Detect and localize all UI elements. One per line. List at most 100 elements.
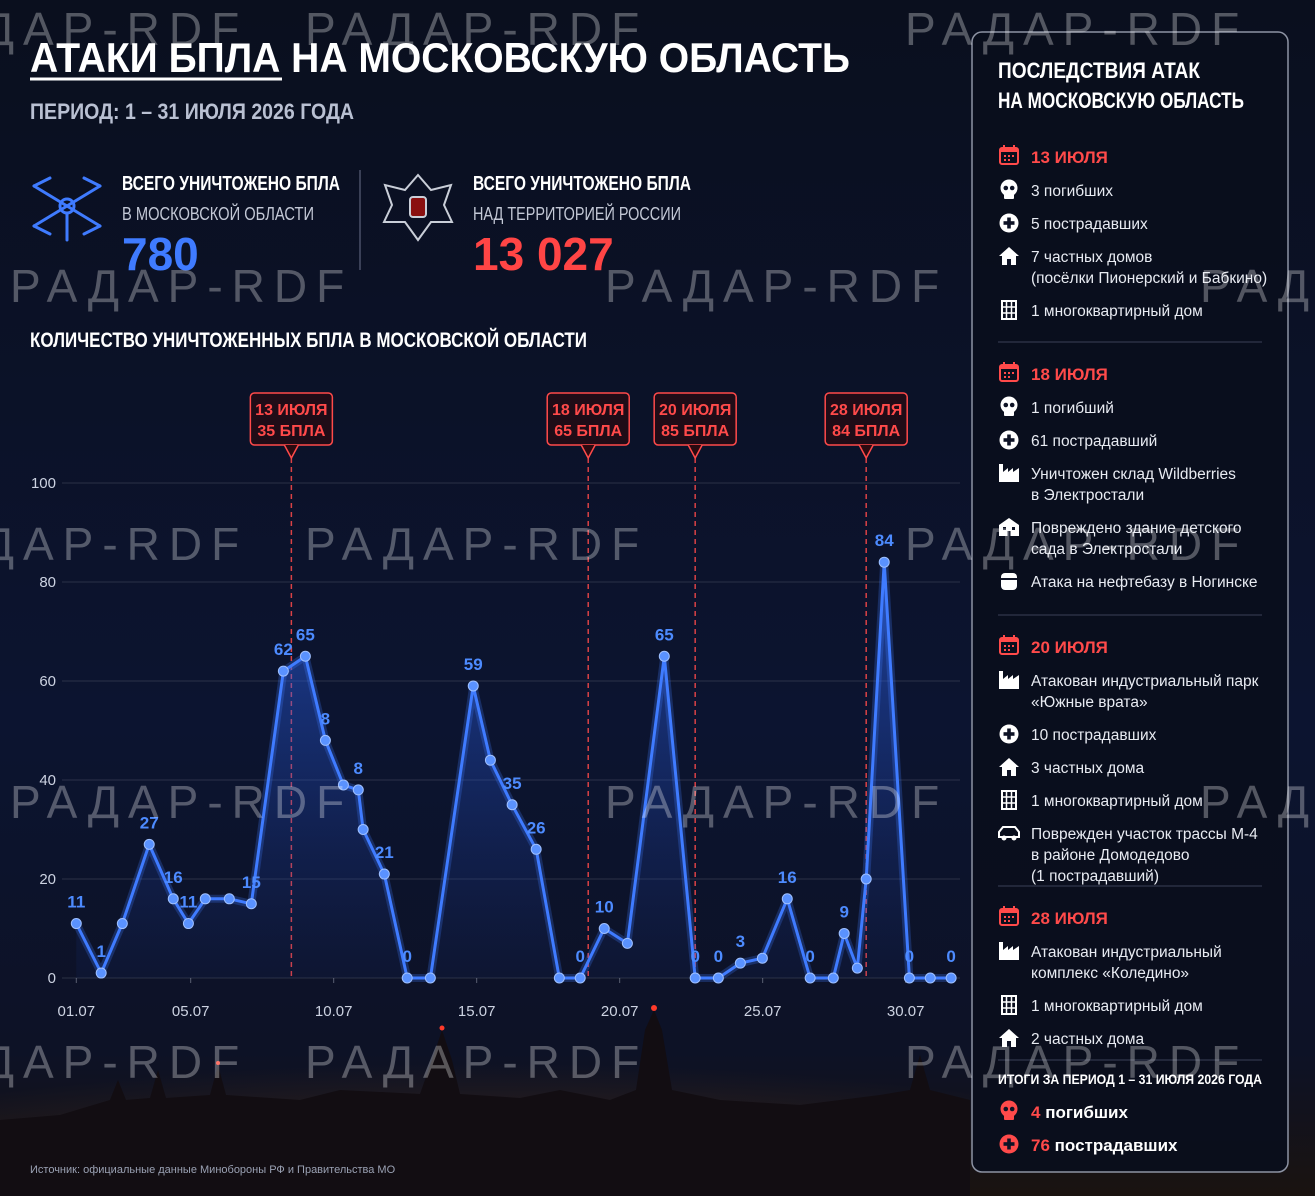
icon-calendar — [999, 145, 1019, 165]
stat-label: НАД ТЕРРИТОРИЕЙ РОССИИ — [473, 203, 681, 224]
x-tick-label: 10.07 — [315, 1003, 353, 1020]
item-text: в районе Домодедово — [1031, 847, 1189, 864]
value-label: 0 — [575, 947, 584, 966]
icon-part — [999, 464, 1019, 482]
icon-plus — [999, 1134, 1019, 1154]
icon-part — [1007, 1138, 1011, 1150]
icon-factory — [999, 942, 1019, 960]
icon-part — [1003, 527, 1006, 530]
y-tick-label: 20 — [39, 871, 56, 888]
annotation-pointer — [580, 444, 596, 460]
data-point — [506, 799, 518, 811]
data-point — [781, 893, 793, 905]
value-label: 62 — [274, 640, 293, 659]
stat-value: 13 027 — [473, 228, 614, 280]
icon-part — [1001, 573, 1017, 590]
data-point — [143, 838, 155, 850]
item-text: 61 пострадавший — [1031, 433, 1157, 450]
watermark: РАДАР-RDF — [305, 3, 648, 55]
icon-part — [1000, 1100, 1018, 1118]
section-date: 13 ИЮЛЯ — [1031, 148, 1108, 167]
annotation-text: 35 БПЛА — [257, 423, 325, 440]
icon-part — [999, 247, 1019, 265]
icon-part — [1007, 217, 1011, 229]
value-label: 65 — [655, 625, 674, 644]
item-text: Поврежден участок трассы М-4 — [1031, 826, 1258, 843]
item-text: Атакован индустриальный парк — [1031, 673, 1259, 690]
watermark: РАДАР-RDF — [10, 776, 353, 828]
item-text: в Электростали — [1031, 487, 1144, 504]
icon-part — [1004, 193, 1014, 199]
data-point — [530, 843, 542, 855]
annotation-text: 28 ИЮЛЯ — [830, 402, 902, 419]
annotation-text: 84 БПЛА — [832, 423, 900, 440]
item-text: 5 пострадавших — [1031, 216, 1148, 233]
data-point — [70, 918, 82, 930]
data-point — [401, 972, 413, 984]
watermark: РАДАР-RDF — [1200, 260, 1315, 312]
icon-part — [1009, 402, 1015, 408]
icon-skull — [1000, 1100, 1018, 1120]
icon-part — [1003, 906, 1015, 910]
icon-part — [1003, 362, 1015, 366]
icon-part — [1001, 995, 1017, 1015]
stat-label: В МОСКОВСКОЙ ОБЛАСТИ — [122, 203, 314, 224]
data-point — [851, 962, 863, 974]
data-point — [182, 918, 194, 930]
icon-school — [999, 518, 1019, 536]
item-text: 1 многоквартирный дом — [1031, 793, 1203, 810]
chart-title: КОЛИЧЕСТВО УНИЧТОЖЕННЫХ БПЛА В МОСКОВСКО… — [30, 328, 587, 352]
totals-item: 4 погибших — [1031, 1103, 1129, 1122]
icon-part — [1004, 155, 1014, 161]
icon-part — [1007, 728, 1011, 740]
icon-part — [1001, 300, 1017, 320]
x-tick-label: 01.07 — [58, 1003, 96, 1020]
icon-part — [1003, 635, 1015, 639]
page-subtitle: ПЕРИОД: 1 – 31 ИЮЛЯ 2026 ГОДА — [30, 99, 354, 124]
value-label: 59 — [464, 655, 483, 674]
icon-part — [1007, 531, 1011, 536]
icon-skull — [1000, 179, 1018, 199]
icon-part — [1003, 185, 1009, 191]
icon-part — [1000, 638, 1018, 642]
icon-part — [1007, 434, 1011, 446]
x-tick-label: 05.07 — [172, 1003, 210, 1020]
totals-number: 4 — [1031, 1103, 1041, 1122]
data-point — [903, 972, 915, 984]
data-point — [223, 893, 235, 905]
data-point — [838, 927, 850, 939]
data-point — [467, 680, 479, 692]
icon-building — [1001, 995, 1017, 1015]
item-text: «Южные врата» — [1031, 694, 1148, 711]
y-tick-label: 0 — [48, 970, 56, 987]
data-point — [827, 972, 839, 984]
data-point — [116, 918, 128, 930]
data-point — [553, 972, 565, 984]
data-point — [299, 650, 311, 662]
annotation-text: 20 ИЮЛЯ — [659, 402, 731, 419]
data-point — [756, 952, 768, 964]
value-label: 0 — [946, 947, 955, 966]
value-label: 27 — [140, 813, 159, 832]
data-point — [337, 779, 349, 791]
annotation-pointer — [858, 444, 874, 460]
item-text: 7 частных домов — [1031, 249, 1152, 266]
data-point — [658, 650, 670, 662]
x-tick-label: 20.07 — [601, 1003, 639, 1020]
x-tick-label: 15.07 — [458, 1003, 496, 1020]
data-point — [319, 734, 331, 746]
icon-house — [999, 758, 1019, 776]
stat-label: ВСЕГО УНИЧТОЖЕНО БПЛА — [122, 173, 340, 195]
data-point — [598, 923, 610, 934]
item-text: 10 пострадавших — [1031, 727, 1157, 744]
page-title: АТАКИ БПЛА НА МОСКОВСКУЮ ОБЛАСТЬ — [30, 34, 850, 81]
totals-text: пострадавших — [1055, 1136, 1178, 1155]
data-point — [621, 937, 633, 949]
section-date: 28 ИЮЛЯ — [1031, 909, 1108, 928]
icon-part — [1000, 148, 1018, 152]
value-label: 8 — [321, 709, 330, 728]
value-label: 0 — [805, 947, 814, 966]
watermark: РАДАР-RDF — [905, 3, 1248, 55]
city-silhouette — [0, 1005, 970, 1196]
